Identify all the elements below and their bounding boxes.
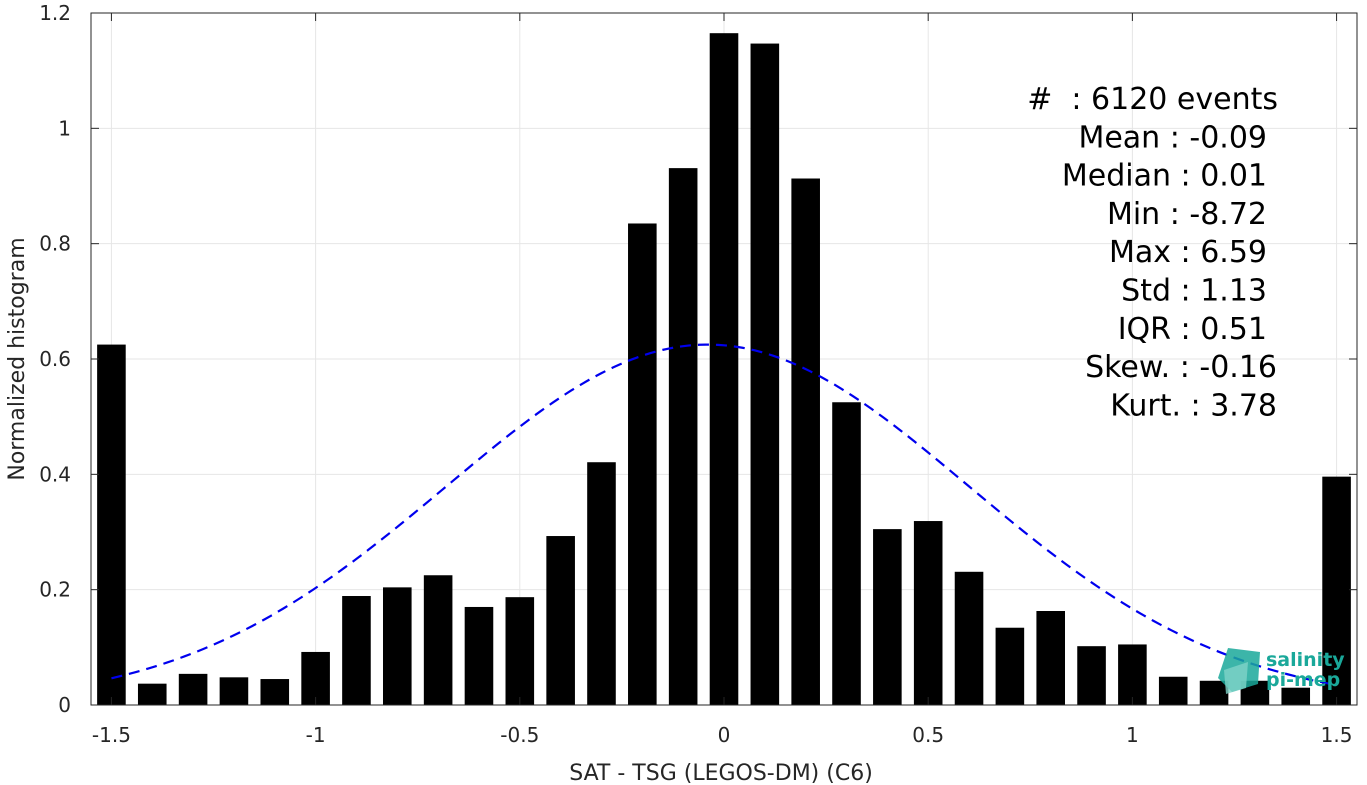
x-tick-label: -0.5 [500,723,539,747]
histogram-bar [628,223,657,705]
stat-line: Mean : -0.09 [1078,120,1267,155]
histogram-bar [1281,687,1311,705]
histogram-bar [1118,644,1147,705]
histogram-bar [97,344,126,705]
y-tick-label: 0.2 [39,578,71,602]
x-tick-label: 0.5 [912,723,944,747]
logo-mark-shade-icon [1224,662,1248,694]
y-tick-label: 0.8 [39,232,71,256]
stat-line: Max : 6.59 [1109,235,1267,270]
histogram-bar [1036,611,1066,705]
histogram-bar [382,587,412,705]
y-tick-label: 1.2 [39,1,71,25]
stat-line: Kurt. : 3.78 [1110,388,1277,423]
y-axis-title: Normalized histogram [5,237,30,480]
y-tick-label: 1 [58,116,71,140]
histogram-bar [1158,676,1188,705]
y-tick-label: 0.4 [39,462,71,486]
stat-line: # : 6120 events [1027,82,1278,117]
histogram-bar [1199,680,1229,705]
histogram-bar [219,677,249,705]
x-axis-ticks: -1.5 -1 -0.5 0 0.5 1 1.5 [92,13,1353,747]
histogram-bar [342,596,371,705]
histogram-bar [954,571,984,705]
salinity-pimep-logo: salinity pi-mep [1218,648,1345,694]
histogram-bar [913,521,943,705]
x-tick-label: 1.5 [1321,723,1353,747]
y-axis-ticks: 0 0.2 0.4 0.6 0.8 1 1.2 [39,1,1357,717]
histogram-bar [423,575,453,705]
histogram-bar [260,679,290,705]
histogram-bar [832,402,861,705]
stat-line: Median : 0.01 [1062,159,1267,194]
y-tick-label: 0.6 [39,347,71,371]
histogram-bar [750,43,780,705]
histogram-bar [546,536,575,705]
logo-line-1: salinity [1266,649,1345,671]
histogram-bar [301,651,330,705]
histogram-bar [709,33,739,705]
histogram-bar [505,597,535,705]
histogram-bar [1322,476,1351,705]
histogram-bars [97,33,1351,706]
x-tick-label: 1 [1126,723,1139,747]
histogram-bar [178,673,208,705]
histogram-bar [791,178,820,706]
y-tick-label: 0 [58,693,71,717]
x-tick-label: 0 [718,723,731,747]
stat-line: Skew. : -0.16 [1085,350,1277,385]
x-axis-title: SAT - TSG (LEGOS-DM) (C6) [569,761,873,785]
logo-line-2: pi-mep [1266,669,1340,691]
gaussian-fit-curve [111,343,1337,687]
x-tick-label: -1.5 [92,723,131,747]
histogram-bar [587,462,616,705]
histogram-bar [668,168,698,705]
stat-line: Std : 1.13 [1121,274,1267,309]
histogram-bar [137,683,167,705]
histogram-bar [464,606,494,705]
stat-line: Min : -8.72 [1107,197,1267,232]
stat-line: IQR : 0.51 [1118,312,1267,347]
x-tick-label: -1 [306,723,326,747]
histogram-bar [995,627,1025,705]
histogram-bar [873,529,902,705]
histogram-bar [1077,646,1106,705]
